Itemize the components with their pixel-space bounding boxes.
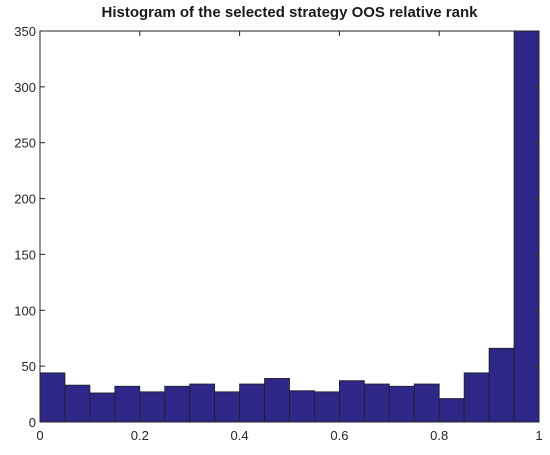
x-tick-label: 1 — [535, 428, 542, 443]
x-tick-label: 0.4 — [231, 428, 249, 443]
y-tick-label: 0 — [29, 415, 36, 430]
chart-title: Histogram of the selected strategy OOS r… — [101, 4, 478, 21]
histogram-bar — [338, 380, 365, 423]
y-tick-label: 100 — [14, 303, 36, 318]
y-tick-label: 50 — [22, 359, 36, 374]
histogram-bar — [488, 347, 515, 423]
histogram-bar — [363, 383, 390, 423]
y-tick-label: 200 — [14, 192, 36, 207]
histogram-bar — [89, 392, 116, 423]
histogram-bar — [413, 383, 440, 423]
histogram-bar — [264, 378, 290, 423]
histogram-bar — [289, 390, 315, 423]
histogram-bar — [64, 384, 91, 423]
histogram-bar — [189, 383, 216, 423]
histogram-bar — [164, 385, 191, 423]
x-tick-label: 0 — [36, 428, 43, 443]
histogram-bar — [314, 391, 340, 423]
histogram-bar — [139, 391, 166, 423]
histogram-bar — [463, 372, 490, 423]
y-tick-label: 350 — [14, 24, 36, 39]
histogram-bar — [513, 30, 540, 423]
histogram-bar — [214, 391, 240, 423]
plot-background — [40, 31, 539, 422]
x-tick-label: 0.6 — [330, 428, 348, 443]
x-tick-label: 0.8 — [430, 428, 448, 443]
y-tick-label: 250 — [14, 136, 36, 151]
y-tick-label: 150 — [14, 247, 36, 262]
axes-box — [39, 30, 540, 423]
histogram-bar — [438, 398, 465, 423]
histogram-bar — [39, 372, 66, 423]
histogram-bar — [239, 383, 265, 423]
histogram-bar — [388, 385, 415, 423]
x-tick-label: 0.2 — [131, 428, 149, 443]
y-tick-label: 300 — [14, 80, 36, 95]
histogram-bar — [114, 385, 141, 423]
